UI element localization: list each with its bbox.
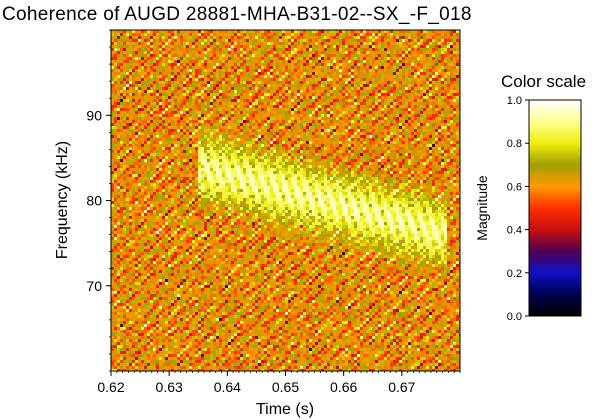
y-tick-label: 90 bbox=[86, 107, 102, 123]
colorbar-tick-label: 1.0 bbox=[507, 95, 522, 107]
x-axis: 0.62 0.63 0.64 0.65 0.66 0.67 bbox=[97, 371, 461, 395]
x-tick-label: 0.67 bbox=[388, 379, 415, 395]
y-axis: 70 80 90 bbox=[86, 29, 111, 372]
heatmap-cells bbox=[111, 30, 460, 371]
colorbar bbox=[528, 99, 582, 317]
x-tick-label: 0.65 bbox=[272, 379, 299, 395]
colorbar-tick-label: 0.6 bbox=[507, 181, 522, 193]
x-tick-label: 0.64 bbox=[214, 379, 241, 395]
colorbar-tick-label: 0.4 bbox=[507, 225, 522, 237]
chart-title: Coherence of AUGD 28881-MHA-B31-02--SX_-… bbox=[2, 4, 472, 25]
x-axis-label: Time (s) bbox=[256, 401, 314, 418]
colorbar-tick-label: 0.8 bbox=[507, 138, 522, 150]
x-tick-label: 0.62 bbox=[97, 379, 124, 395]
y-tick-label: 80 bbox=[86, 193, 102, 209]
colorbar-tick-label: 0.0 bbox=[507, 311, 522, 323]
y-tick-label: 70 bbox=[86, 278, 102, 294]
x-tick-label: 0.66 bbox=[330, 379, 357, 395]
colorbar-ticks: 0.0 0.2 0.4 0.6 0.8 1.0 bbox=[507, 95, 529, 323]
colorbar-title: Color scale bbox=[501, 72, 587, 91]
y-axis-label: Frequency (kHz) bbox=[54, 141, 71, 259]
x-tick-label: 0.63 bbox=[156, 379, 183, 395]
colorbar-tick-label: 0.2 bbox=[507, 268, 522, 280]
colorbar-axis-label: Magnitude bbox=[474, 175, 490, 241]
